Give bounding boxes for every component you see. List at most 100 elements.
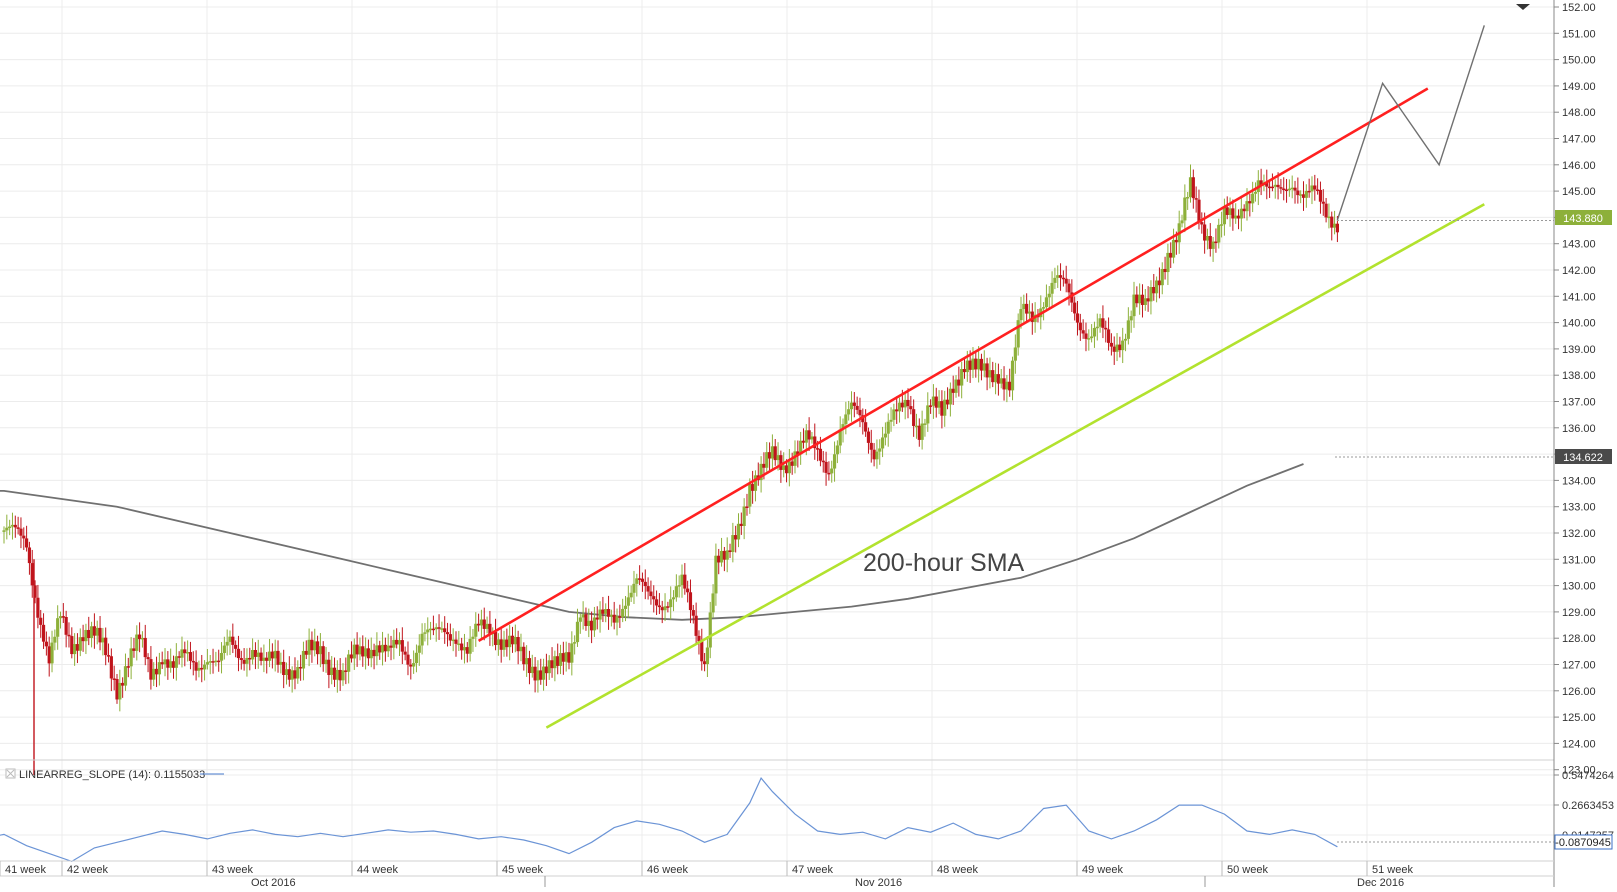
- candle-body: [1211, 241, 1215, 249]
- candle-body: [389, 645, 393, 648]
- candle-body: [183, 649, 187, 654]
- candle-body: [397, 640, 402, 645]
- price-tick-label: 142.00: [1562, 265, 1596, 277]
- candle-body: [126, 666, 130, 668]
- week-label: 46 week: [647, 864, 688, 876]
- candle-body: [169, 661, 173, 668]
- candle-body: [406, 654, 410, 665]
- candle-body: [1313, 185, 1317, 190]
- candle-body: [1191, 177, 1195, 199]
- candle-body: [1056, 275, 1060, 278]
- candle-body: [1301, 194, 1306, 198]
- candle-body: [598, 609, 602, 620]
- candle-body: [1290, 187, 1294, 190]
- candle-body: [1115, 344, 1119, 352]
- price-tick-label: 137.00: [1562, 397, 1596, 409]
- candle-body: [36, 597, 40, 618]
- candle-body: [200, 667, 204, 670]
- candle-body: [1042, 307, 1046, 309]
- candle-body: [1019, 309, 1023, 321]
- candle-body: [1239, 208, 1243, 219]
- price-tick-label: 147.00: [1562, 134, 1596, 146]
- candle-body: [889, 419, 893, 422]
- candle-body: [609, 614, 613, 617]
- candle-body: [564, 652, 568, 662]
- value-badges: 143.880 134.622 -0.0870945: [1335, 210, 1613, 850]
- close-icon: [6, 769, 15, 778]
- candle-body: [683, 574, 687, 589]
- candle-body: [971, 358, 975, 370]
- candle-body: [711, 593, 715, 613]
- candle-body: [1188, 177, 1193, 197]
- candle-body: [75, 644, 80, 651]
- candle-body: [10, 524, 15, 527]
- candle-body: [27, 547, 32, 564]
- upper-channel-line: [477, 87, 1429, 642]
- candle-body: [245, 657, 249, 664]
- candle-body: [197, 667, 201, 671]
- candle-body: [273, 650, 277, 659]
- candle-body: [1282, 188, 1286, 191]
- week-label: 50 week: [1227, 864, 1268, 876]
- candle-body: [19, 528, 23, 536]
- candle-body: [146, 657, 150, 660]
- candle-body: [482, 619, 486, 629]
- week-label: 43 week: [212, 864, 253, 876]
- candle-body: [1310, 185, 1314, 192]
- candle-body: [801, 440, 806, 443]
- candle-body: [259, 652, 263, 661]
- candle-body: [852, 402, 856, 406]
- candle-body: [1146, 298, 1150, 302]
- candle-body: [16, 527, 20, 529]
- candle-body: [536, 670, 540, 681]
- candle-body: [640, 578, 645, 582]
- candle-body: [1273, 184, 1277, 187]
- indicator-tick-label: 0.5474264: [1562, 770, 1614, 782]
- candle-body: [1157, 280, 1162, 286]
- candle-body: [414, 652, 419, 664]
- candle-body: [409, 664, 413, 667]
- candle-body: [129, 648, 133, 667]
- candle-body: [355, 644, 359, 655]
- candle-body: [479, 619, 484, 626]
- candle-body: [759, 463, 763, 481]
- candle-body: [954, 379, 958, 393]
- candle-body: [1030, 311, 1034, 322]
- price-tick-label: 130.00: [1562, 581, 1596, 593]
- candle-body: [33, 585, 37, 598]
- sma-value: 134.622: [1563, 452, 1603, 464]
- candle-body: [171, 661, 176, 668]
- candle-body: [98, 627, 102, 643]
- candle-body: [1203, 224, 1207, 241]
- candle-body: [1287, 188, 1291, 191]
- week-label: 42 week: [67, 864, 108, 876]
- candle-body: [793, 451, 797, 466]
- candle-body: [869, 442, 873, 450]
- candle-body: [615, 616, 619, 623]
- candle-body: [395, 639, 399, 645]
- candle-body: [485, 623, 489, 629]
- candle-body: [1010, 360, 1015, 391]
- candle-body: [965, 360, 969, 373]
- candle-body: [13, 524, 17, 528]
- candle-body: [979, 358, 984, 371]
- candle-body: [321, 646, 325, 665]
- time-axis[interactable]: 41 week 42 week 43 week 44 week 45 week 46 we…: [0, 861, 1413, 889]
- candle-body: [700, 641, 704, 662]
- candle-body: [211, 661, 215, 663]
- candle-body: [1174, 239, 1178, 243]
- price-tick-label: 134.00: [1562, 475, 1596, 487]
- candle-body: [426, 629, 430, 633]
- candle-body: [544, 666, 548, 674]
- price-tick-label: 125.00: [1562, 712, 1596, 724]
- candle-body: [496, 639, 500, 646]
- candle-body: [694, 615, 698, 636]
- candle-body: [722, 550, 726, 560]
- candle-body: [635, 578, 639, 584]
- candle-body: [686, 588, 690, 593]
- candle-body: [1219, 224, 1224, 226]
- triangle-down-icon[interactable]: [1516, 4, 1530, 10]
- lower-channel-line: [545, 203, 1485, 729]
